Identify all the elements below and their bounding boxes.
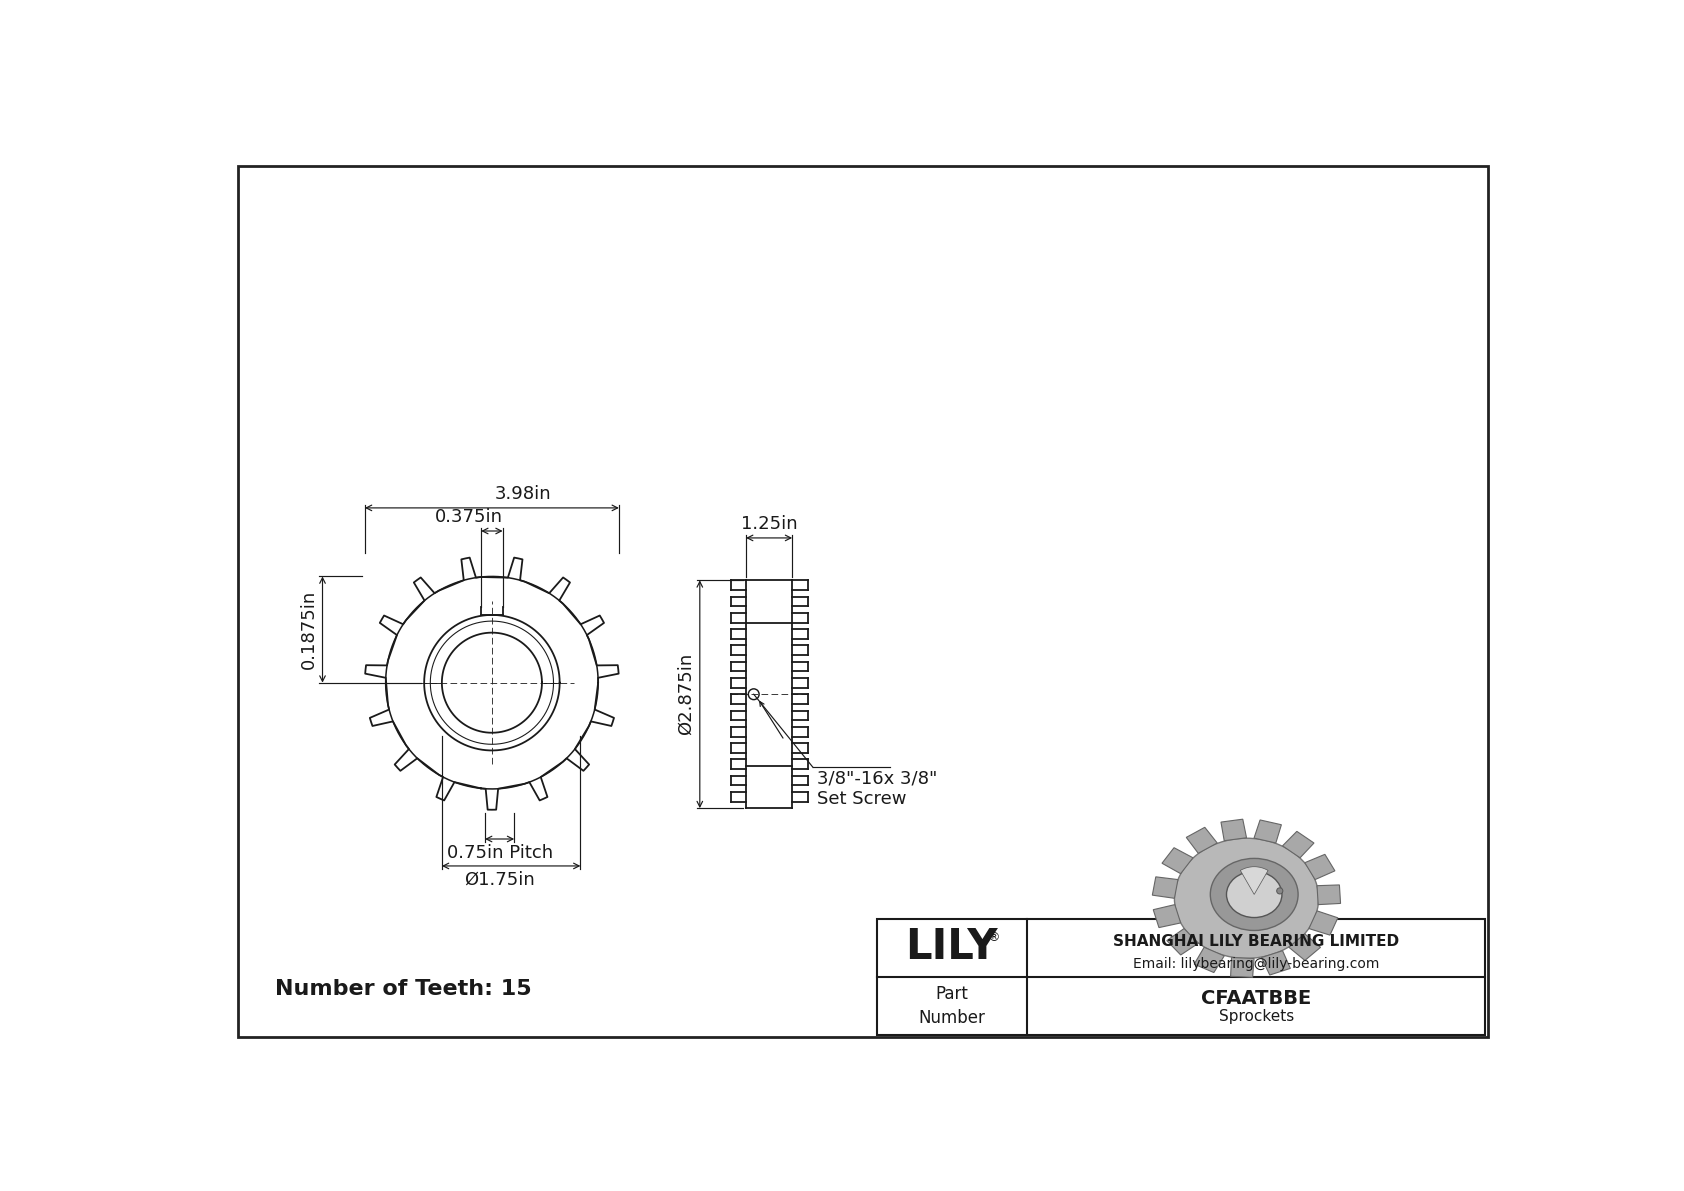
Text: Part
Number: Part Number	[918, 985, 985, 1027]
Polygon shape	[1154, 905, 1180, 928]
Text: Number of Teeth: 15: Number of Teeth: 15	[274, 979, 532, 999]
Polygon shape	[1255, 819, 1282, 843]
Polygon shape	[1231, 958, 1255, 978]
Polygon shape	[1308, 911, 1337, 935]
Polygon shape	[1261, 950, 1290, 975]
Text: 1.25in: 1.25in	[741, 516, 798, 534]
Text: 3.98in: 3.98in	[495, 485, 551, 504]
Text: SHANGHAI LILY BEARING LIMITED: SHANGHAI LILY BEARING LIMITED	[1113, 934, 1399, 948]
Text: CFAATBBE: CFAATBBE	[1201, 989, 1312, 1008]
Text: 0.75in Pitch: 0.75in Pitch	[446, 843, 552, 861]
Polygon shape	[1167, 929, 1199, 955]
Text: Ø1.75in: Ø1.75in	[465, 871, 536, 888]
Polygon shape	[1317, 885, 1340, 905]
Text: Sprockets: Sprockets	[1219, 1009, 1293, 1024]
Wedge shape	[1241, 867, 1268, 894]
Text: Email: lilybearing@lily-bearing.com: Email: lilybearing@lily-bearing.com	[1133, 958, 1379, 971]
Text: Ø2.875in: Ø2.875in	[677, 653, 695, 735]
Text: ®: ®	[989, 931, 1000, 944]
Text: 3/8"-16x 3/8"
Set Screw: 3/8"-16x 3/8" Set Screw	[817, 769, 938, 809]
Polygon shape	[1152, 877, 1179, 898]
Ellipse shape	[1226, 872, 1282, 917]
Ellipse shape	[1174, 838, 1319, 959]
Polygon shape	[1162, 848, 1192, 874]
Polygon shape	[1305, 854, 1335, 880]
Polygon shape	[1221, 819, 1246, 841]
Polygon shape	[1283, 831, 1314, 858]
Ellipse shape	[1211, 859, 1298, 930]
Text: 0.375in: 0.375in	[434, 509, 504, 526]
Text: LILY: LILY	[906, 925, 999, 968]
Polygon shape	[1288, 934, 1320, 960]
Bar	[877, 919, 1485, 1035]
Circle shape	[1276, 887, 1283, 894]
Text: 0.1875in: 0.1875in	[300, 590, 318, 669]
Polygon shape	[1194, 947, 1224, 973]
Polygon shape	[1186, 828, 1218, 853]
